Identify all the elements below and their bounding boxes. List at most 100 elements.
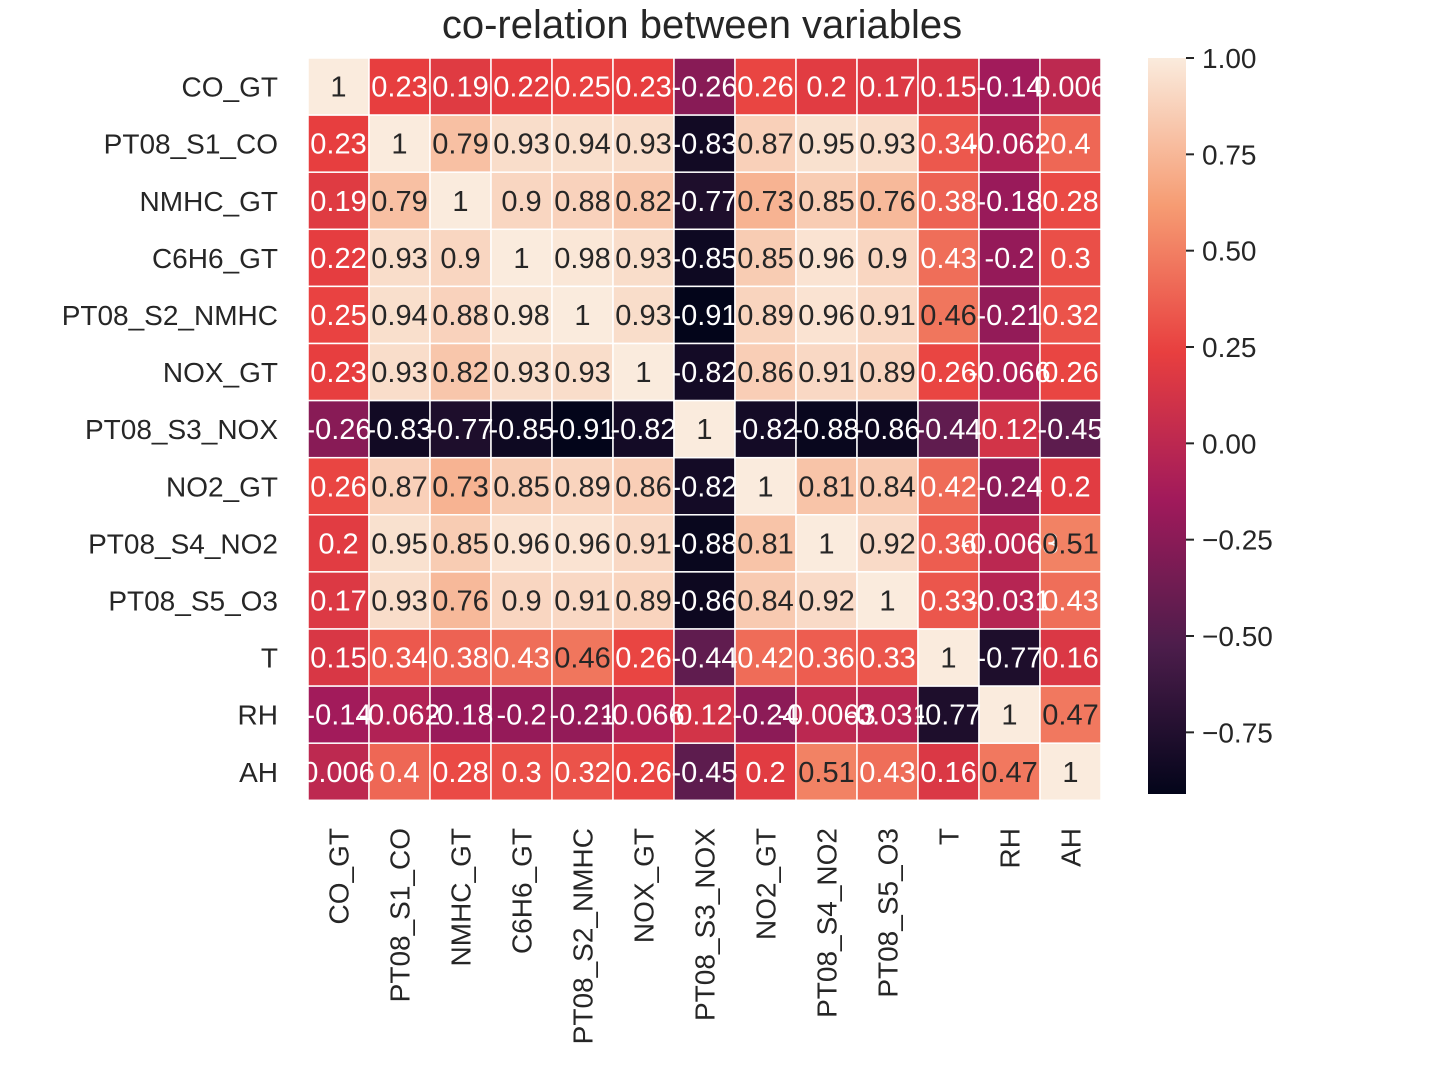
cell-value-label: 1 <box>818 528 834 560</box>
cell-value-label: -0.031 <box>968 585 1050 617</box>
y-tick-label: PT08_S4_NO2 <box>88 528 278 559</box>
heatmap-cell <box>490 342 553 402</box>
heatmap-cell <box>612 228 675 288</box>
cell-value-label: -0.77 <box>671 186 737 218</box>
cell-value-label: 0.89 <box>737 300 793 332</box>
cell-value-label: 0.96 <box>798 300 854 332</box>
cell-value-label: 0.22 <box>310 243 366 275</box>
heatmap-cell <box>551 456 614 516</box>
cell-value-label: 1 <box>452 186 468 218</box>
heatmap-cell <box>307 571 370 630</box>
heatmap-cell <box>307 57 370 116</box>
cell-value-label: -0.77 <box>976 643 1042 675</box>
cell-value-label: -0.85 <box>488 414 554 446</box>
cell-value-label: 0.3 <box>1050 243 1090 275</box>
heatmap-cell <box>795 342 858 402</box>
heatmap-cell <box>490 114 553 173</box>
cell-value-label: 0.85 <box>737 243 793 275</box>
heatmap-cell <box>978 742 1041 802</box>
heatmap-cell <box>673 685 736 744</box>
heatmap-cell <box>368 285 431 345</box>
heatmap-cell <box>795 628 858 687</box>
cell-value-label: -0.14 <box>976 72 1042 104</box>
cell-value-label: 0.85 <box>798 186 854 218</box>
colorbar-tick-label: −0.50 <box>1202 621 1273 652</box>
heatmap-cell <box>307 285 370 345</box>
cell-value-label: 0.76 <box>859 186 915 218</box>
cell-value-label: 0.91 <box>615 528 671 560</box>
cell-value-label: 0.93 <box>371 243 427 275</box>
y-tick-label: AH <box>239 757 278 788</box>
cell-value-label: 0.16 <box>1042 643 1098 675</box>
cell-value-label: -0.066 <box>602 700 684 732</box>
cell-value-label: 0.85 <box>432 528 488 560</box>
y-tick-label: C6H6_GT <box>152 243 278 274</box>
cell-value-label: 0.12 <box>981 414 1037 446</box>
cell-value-label: -0.26 <box>305 414 371 446</box>
cell-value-label: 0.86 <box>615 471 671 503</box>
heatmap-cell <box>856 742 919 802</box>
cell-value-label: 0.9 <box>867 243 907 275</box>
cell-value-label: 0.23 <box>310 357 366 389</box>
cell-value-label: 0.28 <box>1042 186 1098 218</box>
heatmap-cell <box>978 456 1041 516</box>
heatmap-cell <box>551 742 614 802</box>
cell-value-label: 1 <box>879 585 895 617</box>
heatmap-cell <box>978 57 1041 116</box>
heatmap-cell <box>368 57 431 116</box>
heatmap-cell <box>856 171 919 231</box>
y-tick-label: PT08_S2_NMHC <box>62 300 278 331</box>
x-tick-label: CO_GT <box>324 828 355 924</box>
cell-value-label: 0.9 <box>501 585 541 617</box>
heatmap-cell <box>978 342 1041 402</box>
cell-value-label: 1 <box>1062 757 1078 789</box>
heatmap-cell <box>1039 285 1102 345</box>
heatmap-cell <box>917 342 980 402</box>
x-tick-label: RH <box>995 828 1026 868</box>
cell-value-label: 0.79 <box>371 186 427 218</box>
cell-value-label: -0.86 <box>854 414 920 446</box>
cell-value-label: 0.26 <box>1042 357 1098 389</box>
cell-value-label: -0.0063 <box>777 700 875 732</box>
heatmap-cell <box>612 742 675 802</box>
heatmap-cell <box>551 685 614 744</box>
heatmap-cell <box>734 114 797 173</box>
heatmap-cell <box>429 114 492 173</box>
heatmap-cell <box>429 285 492 345</box>
heatmap-cell <box>429 399 492 459</box>
cell-value-label: 0.85 <box>493 471 549 503</box>
cell-value-label: 0.91 <box>798 357 854 389</box>
heatmap-cell <box>673 571 736 630</box>
cell-value-label: 0.96 <box>554 528 610 560</box>
cell-value-label: 1 <box>513 243 529 275</box>
cell-value-label: 0.43 <box>859 757 915 789</box>
cell-value-label: 0.32 <box>554 757 610 789</box>
cell-value-label: 0.15 <box>920 72 976 104</box>
heatmap-cell <box>856 228 919 288</box>
cell-value-label: 0.73 <box>432 471 488 503</box>
heatmap-cell <box>612 114 675 173</box>
cell-value-label: 0.26 <box>615 643 671 675</box>
heatmap-cell <box>856 342 919 402</box>
cell-value-label: 0.95 <box>798 129 854 161</box>
x-tick-label: NOX_GT <box>629 828 660 943</box>
cell-value-label: -0.24 <box>976 471 1042 503</box>
cell-value-label: 0.93 <box>493 357 549 389</box>
chart-title: co-relation between variables <box>442 3 962 47</box>
heatmap-cell <box>917 171 980 231</box>
heatmap-cell <box>734 514 797 573</box>
heatmap-cell <box>429 228 492 288</box>
cell-value-label: 0.82 <box>615 186 671 218</box>
heatmap-cell <box>673 342 736 402</box>
cell-value-label: 0.81 <box>737 528 793 560</box>
cell-value-label: -0.26 <box>671 72 737 104</box>
heatmap-cell <box>917 456 980 516</box>
cell-value-label: -0.88 <box>671 528 737 560</box>
heatmap-cell <box>612 685 675 744</box>
x-tick-label: PT08_S5_O3 <box>873 828 904 998</box>
heatmap-cell <box>490 456 553 516</box>
cell-value-label: -0.77 <box>915 700 981 732</box>
colorbar-tick-label: 0.75 <box>1202 139 1257 170</box>
cell-value-label: 0.26 <box>920 357 976 389</box>
cell-value-label: 0.26 <box>310 471 366 503</box>
